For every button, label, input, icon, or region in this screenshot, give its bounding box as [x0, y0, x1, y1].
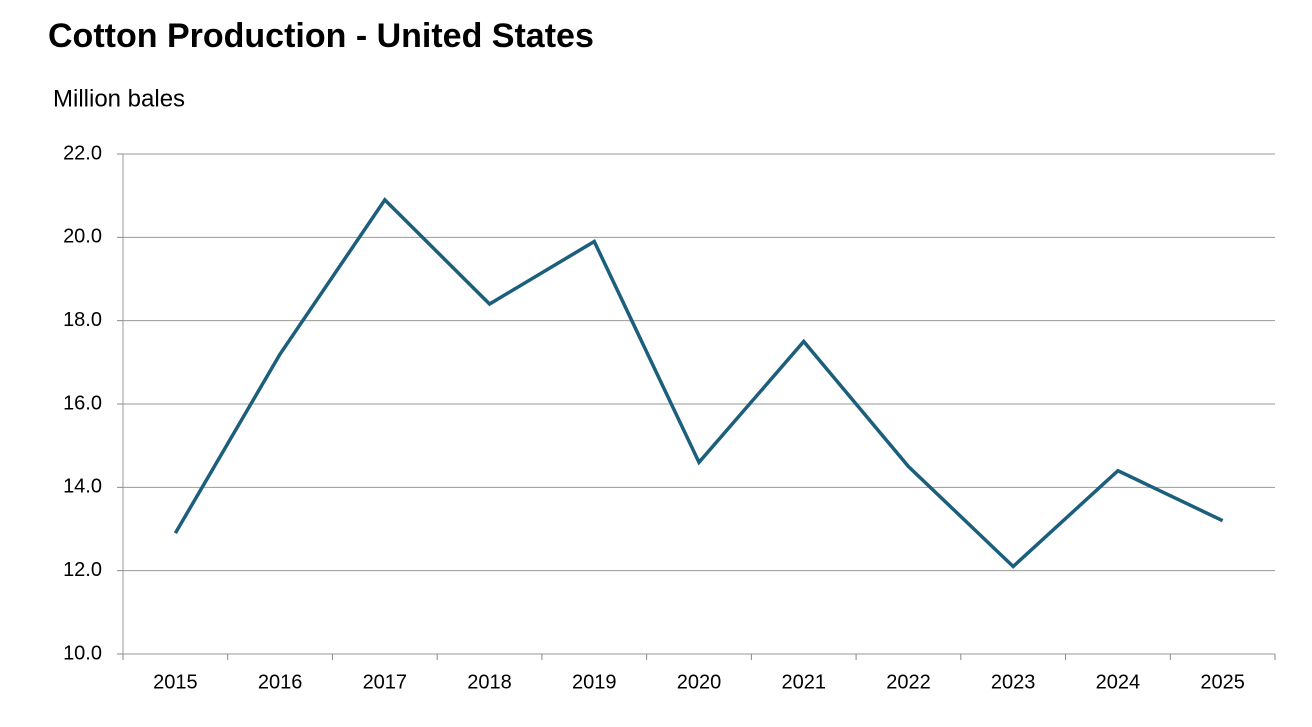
- y-tick-label: 10.0: [63, 642, 102, 664]
- chart-title: Cotton Production - United States: [48, 17, 594, 55]
- x-tick-label: 2017: [363, 671, 408, 693]
- x-tick-label: 2015: [153, 671, 198, 693]
- x-tick-label: 2016: [258, 671, 303, 693]
- y-axis-label: Million bales: [53, 85, 185, 112]
- x-tick-label: 2023: [991, 671, 1036, 693]
- x-tick-label: 2020: [677, 671, 722, 693]
- x-tick-label: 2025: [1200, 671, 1245, 693]
- y-tick-label: 18.0: [63, 309, 102, 331]
- data-line: [173, 197, 1224, 569]
- y-tick-label: 20.0: [63, 226, 102, 248]
- x-tick-label: 2019: [572, 671, 617, 693]
- y-tick-label: 12.0: [63, 559, 102, 581]
- x-tick-label: 2022: [886, 671, 931, 693]
- x-tick-label: 2024: [1096, 671, 1141, 693]
- y-tick-label: 14.0: [63, 476, 102, 498]
- x-tick-label: 2018: [467, 671, 512, 693]
- x-tick-label: 2021: [781, 671, 826, 693]
- y-tick-label: 22.0: [63, 142, 102, 164]
- y-tick-label: 16.0: [63, 392, 102, 414]
